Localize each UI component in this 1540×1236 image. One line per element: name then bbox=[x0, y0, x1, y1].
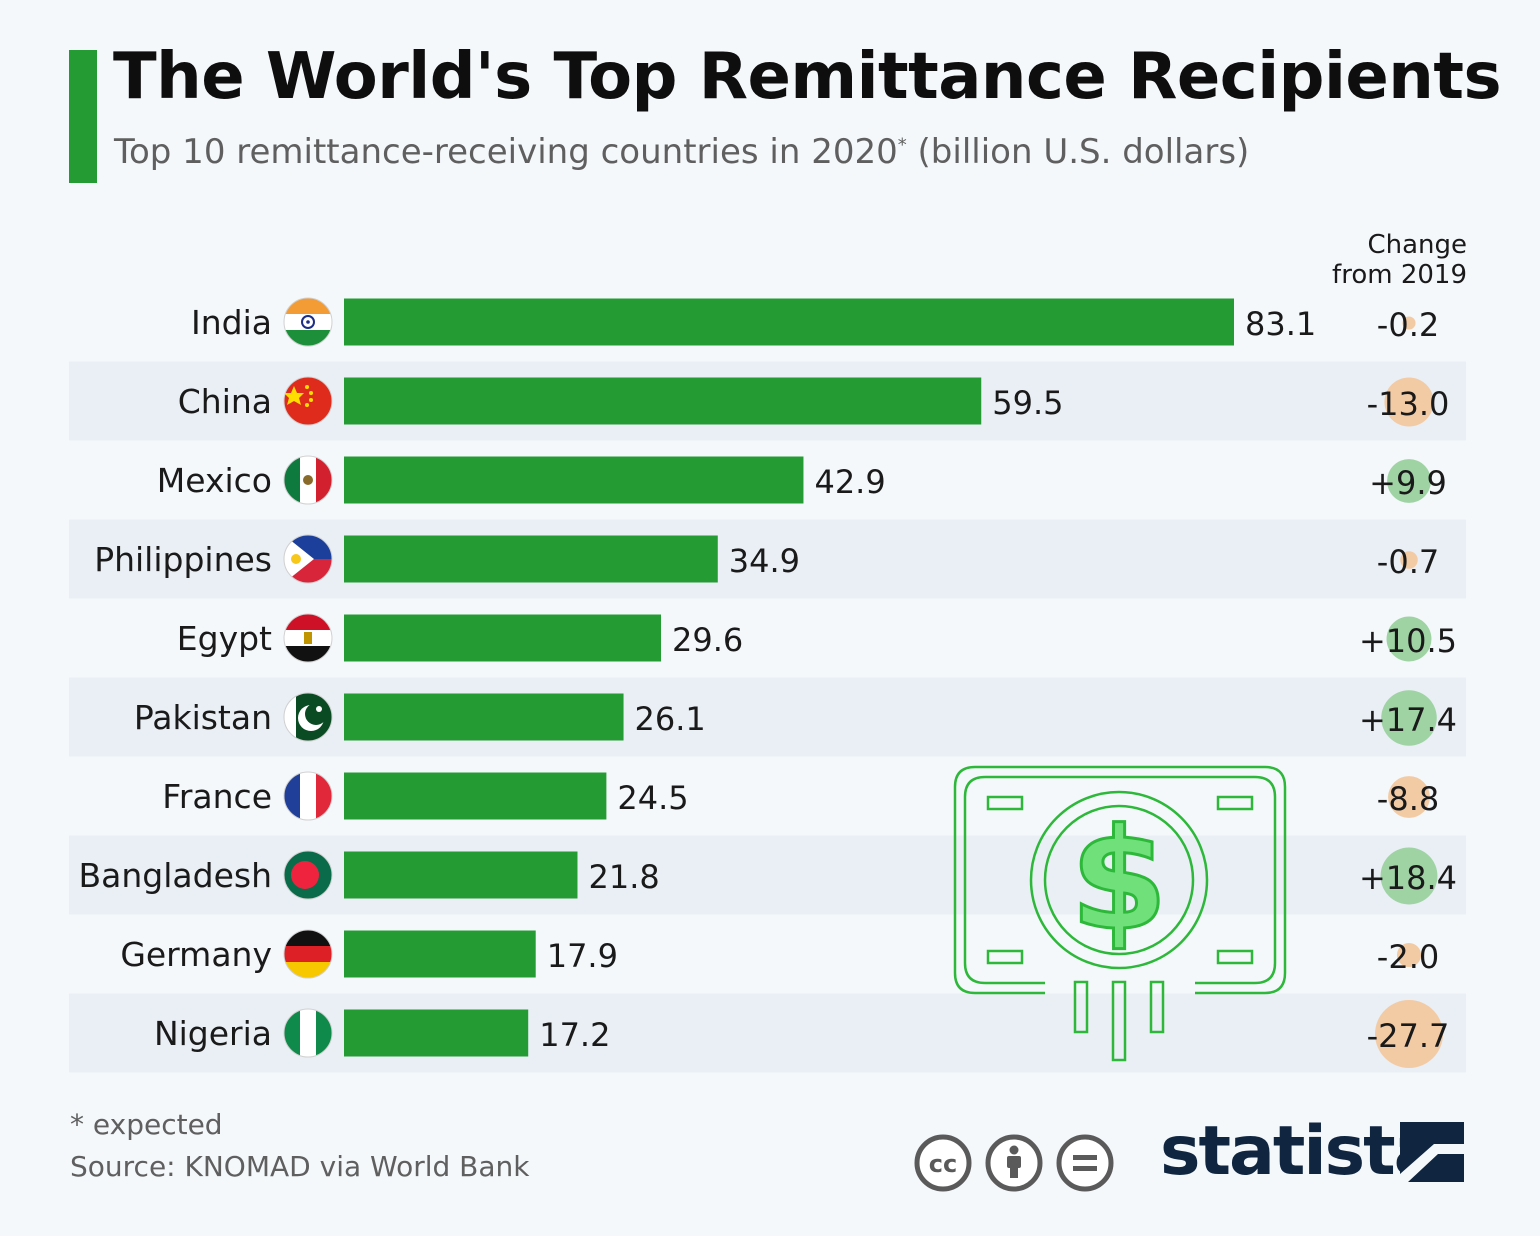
flag-border bbox=[283, 534, 333, 584]
change-bubble bbox=[1381, 690, 1437, 746]
flag-border bbox=[283, 850, 333, 900]
change-bubble bbox=[1388, 776, 1430, 818]
change-bubble bbox=[1400, 551, 1418, 569]
change-header-line1: Change bbox=[1367, 230, 1467, 260]
statista-logo-icon bbox=[1400, 1122, 1464, 1182]
bar-value-label: 29.6 bbox=[672, 621, 743, 659]
change-bubble bbox=[1402, 316, 1416, 330]
country-label: Germany bbox=[120, 935, 272, 974]
country-label: Egypt bbox=[177, 619, 272, 658]
cc-icon: cc bbox=[914, 1134, 972, 1192]
change-value-label: -27.7 bbox=[1367, 1017, 1450, 1055]
bangladesh-flag-icon bbox=[284, 851, 332, 899]
change-value-label: +18.4 bbox=[1359, 859, 1457, 897]
germany-flag-icon bbox=[284, 930, 332, 978]
bar-value-label: 26.1 bbox=[635, 700, 706, 738]
nigeria-flag-icon bbox=[284, 1009, 332, 1057]
change-bubble bbox=[1380, 847, 1438, 905]
country-label: India bbox=[191, 303, 272, 342]
change-value-label: -8.8 bbox=[1377, 780, 1439, 818]
bar-value-label: 21.8 bbox=[588, 858, 659, 896]
no-derivatives-icon bbox=[1056, 1134, 1114, 1192]
egypt-flag-icon bbox=[284, 614, 332, 662]
flag-border bbox=[283, 771, 333, 821]
bar bbox=[344, 693, 624, 741]
bar-value-label: 42.9 bbox=[814, 463, 885, 501]
country-label: Pakistan bbox=[134, 698, 272, 737]
statista-logo-text: statista bbox=[1160, 1112, 1440, 1191]
change-bubble bbox=[1375, 1000, 1443, 1068]
change-value-label: -2.0 bbox=[1377, 938, 1439, 976]
money-icon: $ bbox=[953, 765, 1287, 1062]
change-bubble bbox=[1384, 377, 1434, 427]
country-label: France bbox=[162, 777, 272, 816]
flag-border bbox=[283, 929, 333, 979]
bar bbox=[344, 930, 536, 978]
bar-value-label: 17.9 bbox=[547, 937, 618, 975]
philippines-flag-icon bbox=[284, 535, 332, 583]
page-title: The World's Top Remittance Recipients bbox=[113, 40, 1502, 114]
country-label: Mexico bbox=[157, 461, 272, 500]
bar bbox=[344, 298, 1234, 346]
bar-value-label: 59.5 bbox=[992, 384, 1063, 422]
flag-border bbox=[283, 1008, 333, 1058]
subtitle-main: Top 10 remittance-receiving countries in… bbox=[114, 132, 898, 172]
bar-value-label: 17.2 bbox=[539, 1016, 610, 1054]
country-label: Nigeria bbox=[154, 1014, 272, 1053]
bar-value-label: 34.9 bbox=[729, 542, 800, 580]
row-stripe bbox=[69, 993, 1466, 1073]
flag-border bbox=[283, 297, 333, 347]
flag-border bbox=[283, 376, 333, 426]
svg-text:cc: cc bbox=[929, 1150, 957, 1178]
subtitle-asterisk: * bbox=[897, 134, 907, 156]
france-flag-icon bbox=[284, 772, 332, 820]
flag-border bbox=[283, 613, 333, 663]
dollar-sign-icon: $ bbox=[1070, 799, 1167, 962]
bar bbox=[344, 456, 804, 504]
change-bubble bbox=[1396, 942, 1422, 968]
change-value-label: -0.7 bbox=[1377, 543, 1439, 581]
change-value-label: +9.9 bbox=[1369, 464, 1447, 502]
bar bbox=[344, 1009, 529, 1057]
bar bbox=[344, 851, 578, 899]
bar bbox=[344, 614, 662, 662]
flag-border bbox=[283, 455, 333, 505]
page-subtitle: Top 10 remittance-receiving countries in… bbox=[114, 132, 1249, 172]
change-value-label: -0.2 bbox=[1377, 306, 1439, 344]
footnote: * expected bbox=[70, 1108, 223, 1141]
change-bubble bbox=[1387, 459, 1431, 503]
accent-bar bbox=[69, 50, 97, 183]
row-stripe bbox=[69, 677, 1466, 757]
change-bubble bbox=[1386, 616, 1432, 662]
attribution-icon bbox=[985, 1134, 1043, 1192]
source-note: Source: KNOMAD via World Bank bbox=[70, 1150, 530, 1183]
bar bbox=[344, 772, 607, 820]
license-icons: cc bbox=[914, 1134, 1114, 1192]
bar bbox=[344, 535, 718, 583]
country-label: China bbox=[178, 382, 272, 421]
bar-value-label: 24.5 bbox=[617, 779, 688, 817]
india-flag-icon bbox=[284, 298, 332, 346]
change-value-label: +17.4 bbox=[1359, 701, 1457, 739]
change-header-line2: from 2019 bbox=[1332, 260, 1467, 290]
mexico-flag-icon bbox=[284, 456, 332, 504]
subtitle-unit: (billion U.S. dollars) bbox=[917, 132, 1250, 172]
china-flag-icon bbox=[284, 377, 332, 425]
flag-border bbox=[283, 692, 333, 742]
change-value-label: -13.0 bbox=[1367, 385, 1450, 423]
country-label: Philippines bbox=[94, 540, 272, 579]
country-label: Bangladesh bbox=[79, 856, 272, 895]
change-value-label: +10.5 bbox=[1359, 622, 1457, 660]
bar-value-label: 83.1 bbox=[1245, 305, 1316, 343]
bar bbox=[344, 377, 982, 425]
row-stripe bbox=[69, 835, 1466, 915]
